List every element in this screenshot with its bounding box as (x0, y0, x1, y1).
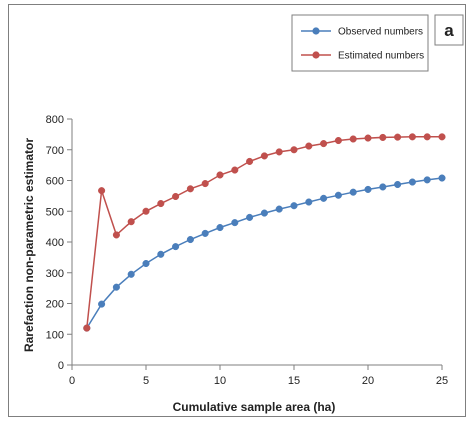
series-layer (83, 133, 446, 332)
legend-box (291, 14, 429, 72)
data-point-observed-numbers (186, 235, 194, 244)
data-point-observed-numbers (349, 188, 357, 196)
data-point-observed-numbers (98, 300, 106, 308)
y-tick-label: 400 (46, 237, 64, 249)
x-tick-label: 20 (362, 375, 374, 387)
series-observed-numbers (83, 174, 446, 332)
data-point-observed-numbers (290, 202, 298, 210)
series-line-estimated-numbers (86, 136, 442, 329)
data-point-estimated-numbers (438, 133, 446, 141)
x-tick-label: 0 (69, 375, 75, 387)
data-point-observed-numbers (423, 176, 431, 184)
y-tick-label: 500 (46, 206, 64, 218)
data-point-observed-numbers (127, 270, 135, 278)
chart-svg: 0 100 200 300 400 500 600 700 800 0 5 10 15 20 25 Obse… (22, 14, 464, 414)
data-point-estimated-numbers (186, 185, 194, 193)
data-point-estimated-numbers (246, 157, 254, 165)
y-tick-label: 800 (46, 114, 64, 126)
data-point-observed-numbers (305, 198, 313, 206)
data-point-observed-numbers (438, 174, 446, 182)
y-axis-title: Rarefaction non-parametric estimator (22, 138, 36, 352)
data-point-observed-numbers (320, 194, 328, 202)
legend-marker-estimated-numbers (312, 51, 320, 59)
legend-label-estimated-numbers: Estimated numbers (338, 51, 424, 62)
y-tick-label: 100 (46, 329, 64, 341)
data-point-estimated-numbers (334, 136, 342, 145)
x-axis-title: Cumulative sample area (ha) (173, 400, 336, 414)
data-point-estimated-numbers (379, 133, 387, 141)
data-point-observed-numbers (201, 229, 209, 237)
data-point-estimated-numbers (201, 180, 209, 188)
y-tick-label: 600 (46, 176, 64, 188)
data-point-estimated-numbers (408, 133, 416, 141)
data-point-estimated-numbers (423, 133, 431, 141)
data-point-estimated-numbers (172, 192, 180, 201)
data-point-estimated-numbers (142, 207, 150, 215)
legend-marker-observed-numbers (312, 27, 320, 35)
x-tick-label: 10 (214, 375, 226, 387)
y-tick-label: 700 (46, 145, 64, 157)
chart-frame: 0 100 200 300 400 500 600 700 800 0 5 10 15 20 25 Obse… (8, 4, 466, 417)
data-point-observed-numbers (142, 259, 150, 268)
data-point-observed-numbers (394, 180, 402, 189)
data-point-observed-numbers (172, 243, 180, 251)
panel-label-box (434, 14, 464, 46)
data-point-estimated-numbers (275, 148, 283, 156)
data-point-estimated-numbers (127, 218, 135, 226)
data-point-estimated-numbers (98, 187, 106, 195)
data-point-estimated-numbers (320, 140, 328, 148)
data-point-observed-numbers (157, 250, 165, 258)
data-point-observed-numbers (379, 183, 387, 191)
data-point-observed-numbers (364, 185, 372, 193)
data-point-estimated-numbers (83, 324, 91, 332)
panel-label: a (444, 21, 454, 40)
data-point-observed-numbers (260, 209, 268, 217)
data-point-estimated-numbers (112, 231, 120, 239)
data-point-estimated-numbers (290, 146, 298, 154)
data-point-estimated-numbers (216, 171, 224, 179)
data-point-estimated-numbers (305, 142, 313, 150)
data-point-observed-numbers (275, 205, 283, 213)
legend: Observed numbers Estimated numbers (291, 14, 429, 72)
legend-label-observed-numbers: Observed numbers (338, 27, 423, 38)
axes: 0 100 200 300 400 500 600 700 800 0 5 10 15 20 25 (46, 114, 448, 387)
data-point-estimated-numbers (349, 135, 357, 143)
data-point-observed-numbers (408, 178, 416, 186)
x-tick-label: 15 (288, 375, 300, 387)
data-point-estimated-numbers (364, 134, 372, 142)
y-tick-label: 200 (46, 299, 64, 311)
data-point-estimated-numbers (260, 152, 268, 160)
x-tick-label: 5 (143, 375, 149, 387)
y-tick-label: 300 (46, 268, 64, 280)
data-point-estimated-numbers (231, 166, 239, 174)
data-point-observed-numbers (112, 283, 120, 291)
data-point-observed-numbers (246, 213, 254, 221)
y-tick-label: 0 (58, 360, 64, 372)
data-point-observed-numbers (334, 191, 342, 199)
data-point-observed-numbers (216, 223, 224, 232)
x-tick-label: 25 (436, 375, 448, 387)
data-point-estimated-numbers (394, 133, 402, 141)
data-point-observed-numbers (231, 219, 239, 227)
data-point-estimated-numbers (157, 200, 165, 208)
series-line-observed-numbers (86, 177, 443, 329)
series-estimated-numbers (83, 133, 446, 332)
